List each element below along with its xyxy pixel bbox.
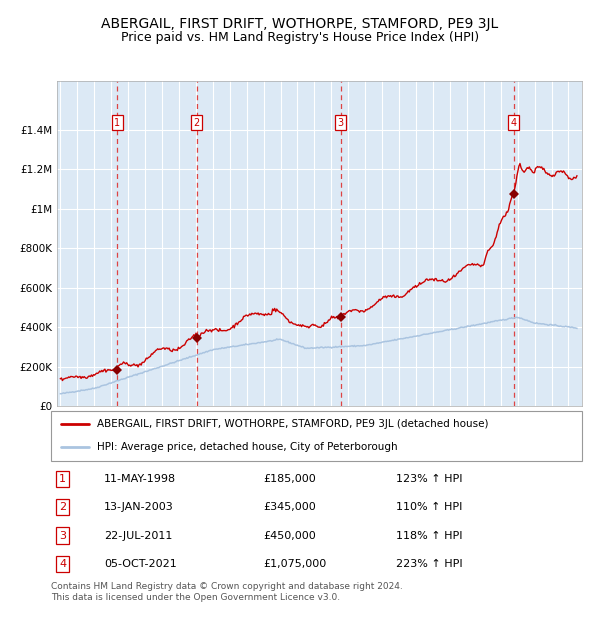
Text: 223% ↑ HPI: 223% ↑ HPI [396,559,463,569]
Text: 1: 1 [59,474,66,484]
Text: 11-MAY-1998: 11-MAY-1998 [104,474,176,484]
Text: Price paid vs. HM Land Registry's House Price Index (HPI): Price paid vs. HM Land Registry's House … [121,31,479,43]
Text: 3: 3 [59,531,66,541]
Text: ABERGAIL, FIRST DRIFT, WOTHORPE, STAMFORD, PE9 3JL (detached house): ABERGAIL, FIRST DRIFT, WOTHORPE, STAMFOR… [97,420,488,430]
Text: 118% ↑ HPI: 118% ↑ HPI [396,531,463,541]
Text: 110% ↑ HPI: 110% ↑ HPI [396,502,463,512]
Text: 4: 4 [511,118,517,128]
Text: 13-JAN-2003: 13-JAN-2003 [104,502,174,512]
Text: HPI: Average price, detached house, City of Peterborough: HPI: Average price, detached house, City… [97,442,398,452]
Text: 2: 2 [59,502,66,512]
Text: £1,075,000: £1,075,000 [263,559,326,569]
Text: £345,000: £345,000 [263,502,316,512]
Text: £185,000: £185,000 [263,474,316,484]
FancyBboxPatch shape [51,411,582,461]
Text: 3: 3 [338,118,344,128]
Text: 05-OCT-2021: 05-OCT-2021 [104,559,177,569]
Text: 2: 2 [193,118,200,128]
Text: 4: 4 [59,559,66,569]
Text: 123% ↑ HPI: 123% ↑ HPI [396,474,463,484]
Text: Contains HM Land Registry data © Crown copyright and database right 2024.
This d: Contains HM Land Registry data © Crown c… [51,582,403,603]
Text: £450,000: £450,000 [263,531,316,541]
Text: ABERGAIL, FIRST DRIFT, WOTHORPE, STAMFORD, PE9 3JL: ABERGAIL, FIRST DRIFT, WOTHORPE, STAMFOR… [101,17,499,30]
Text: 1: 1 [114,118,121,128]
Text: 22-JUL-2011: 22-JUL-2011 [104,531,172,541]
